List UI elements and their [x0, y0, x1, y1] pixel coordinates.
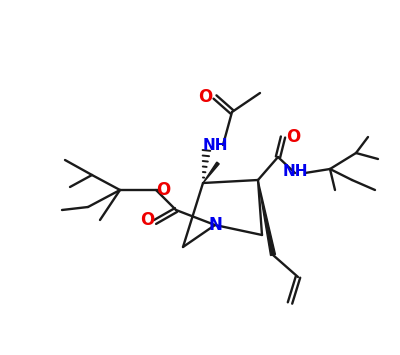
Text: O: O	[156, 181, 170, 199]
Polygon shape	[203, 162, 219, 183]
Polygon shape	[258, 180, 276, 256]
Text: O: O	[286, 128, 300, 146]
Text: O: O	[198, 88, 212, 106]
Text: NH: NH	[202, 137, 228, 153]
Text: O: O	[140, 211, 154, 229]
Text: NH: NH	[282, 164, 308, 179]
Text: N: N	[208, 216, 222, 234]
